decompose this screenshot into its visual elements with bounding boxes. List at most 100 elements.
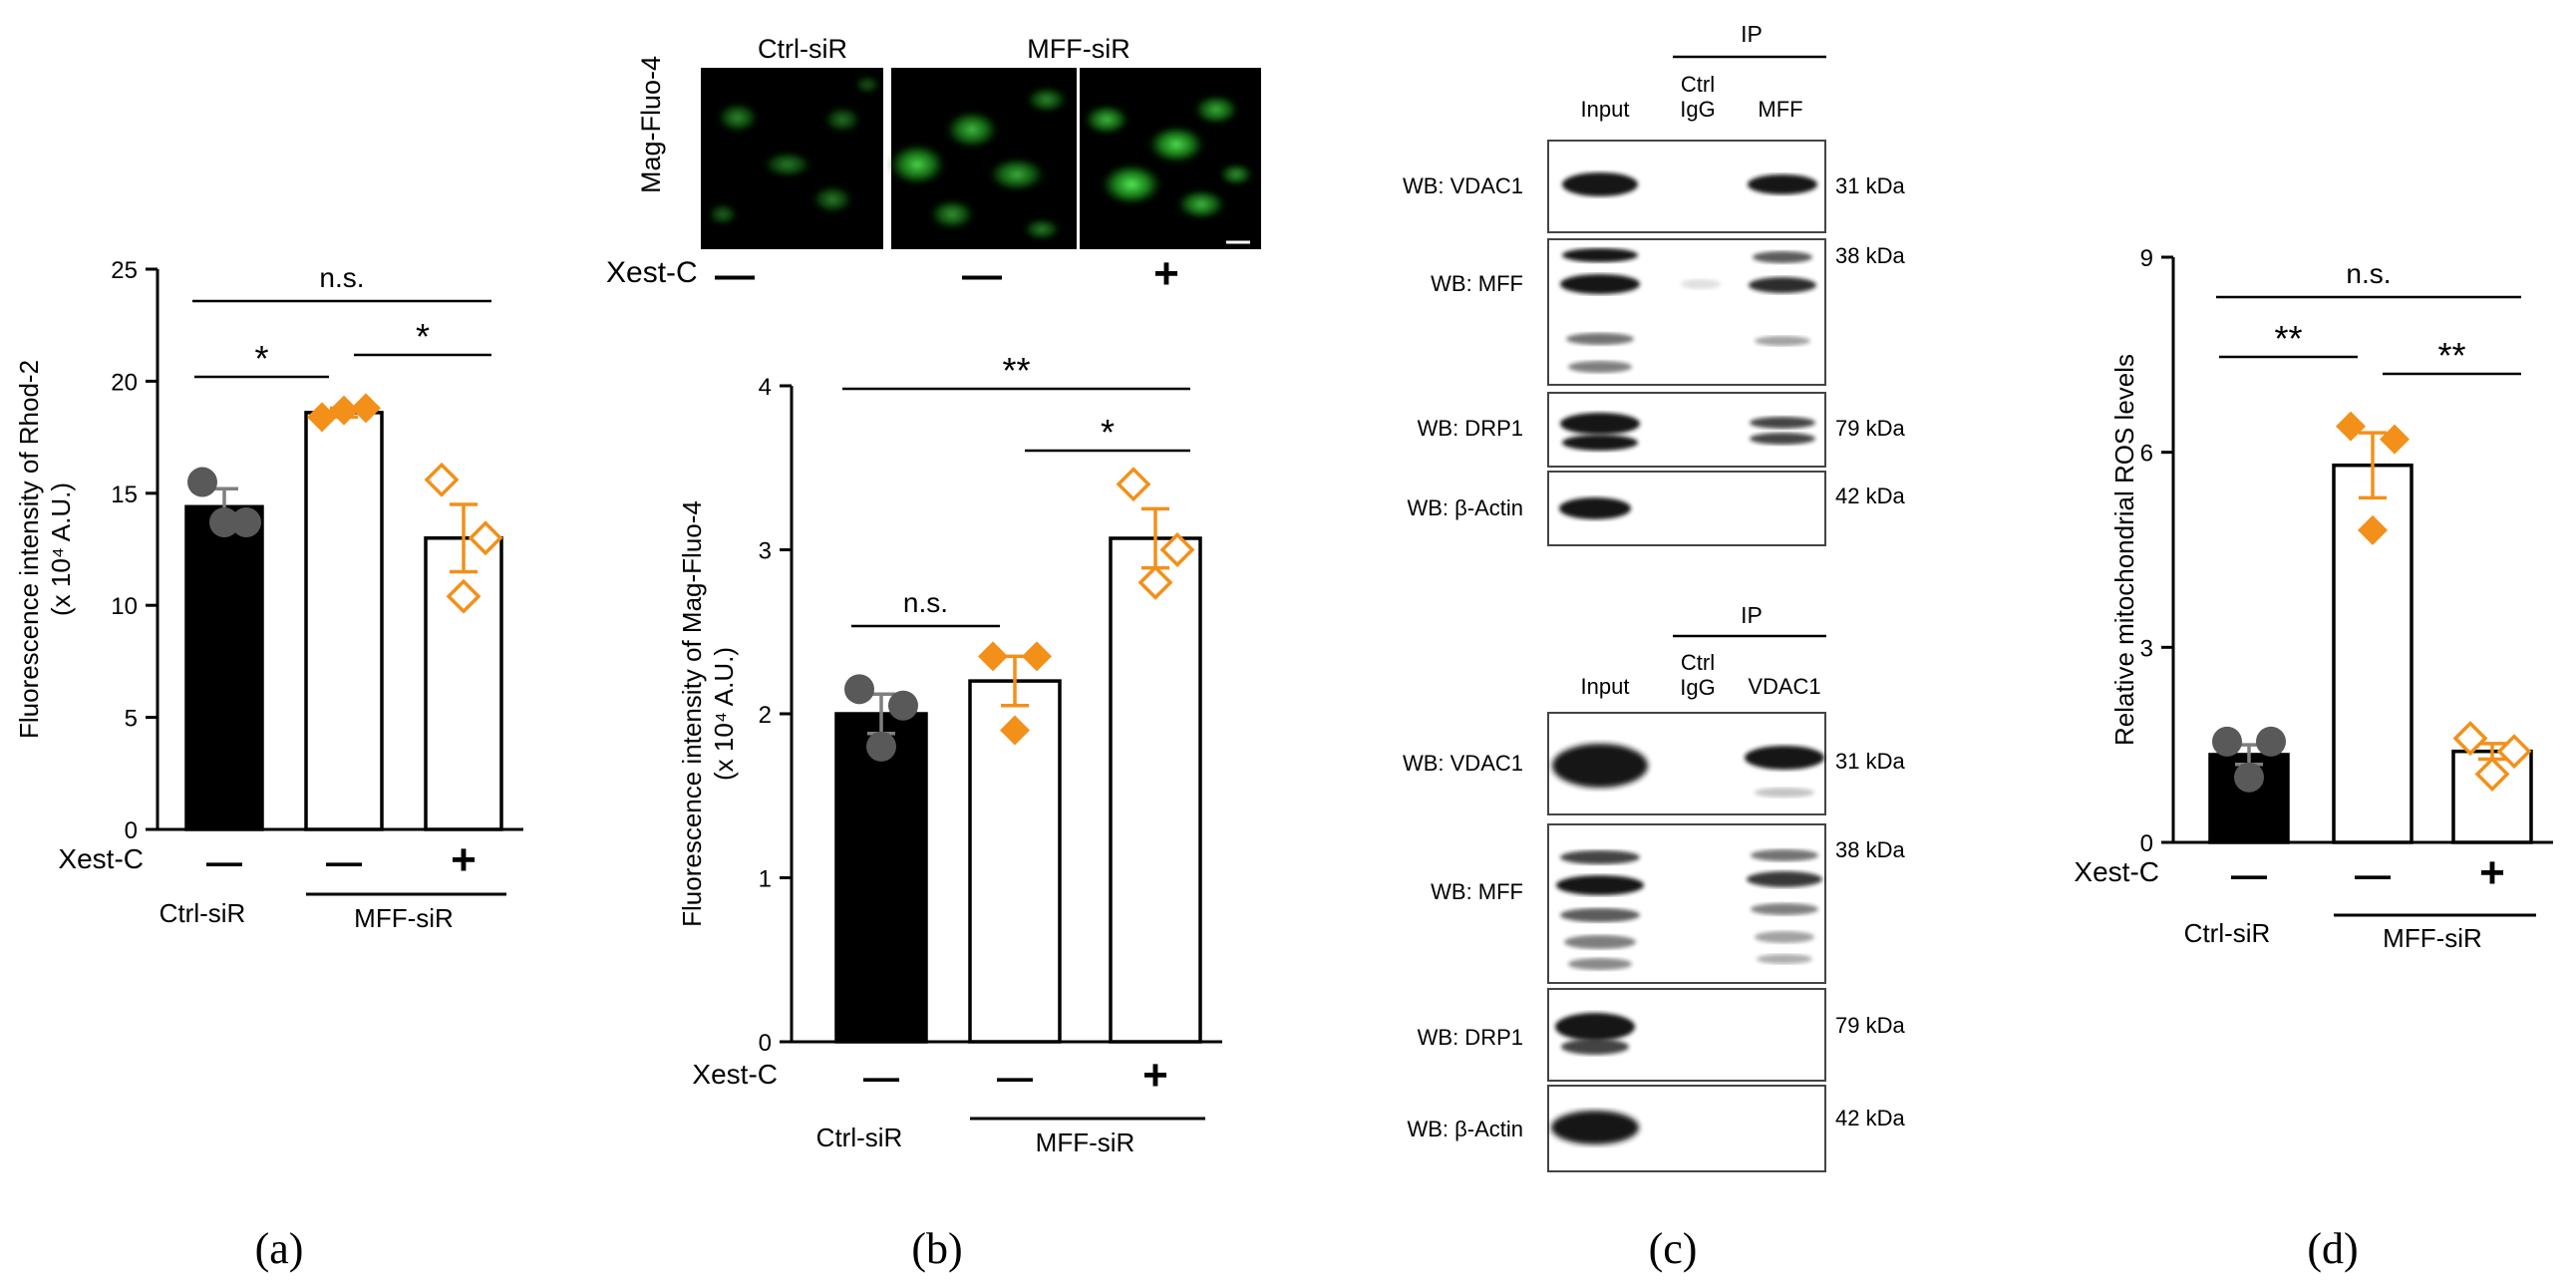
y-tick-label: 10	[111, 593, 138, 620]
data-point	[866, 731, 896, 762]
data-point	[2496, 734, 2532, 770]
blot2-lane-ctrl-igg: Ctrl IgG	[1680, 650, 1715, 700]
svg-text:38 kDa: 38 kDa	[1835, 243, 1905, 268]
data-point	[2212, 726, 2242, 757]
treatment-label: —	[863, 1057, 899, 1098]
data-point	[209, 507, 239, 538]
treatment-label: —	[2231, 854, 2267, 895]
significance-label: *	[1101, 412, 1115, 453]
row-label-xest-c: Xest-C	[692, 1059, 778, 1090]
svg-text:WB: MFF: WB: MFF	[1431, 879, 1523, 904]
data-point	[2380, 424, 2410, 455]
significance-label: n.s.	[2346, 258, 2391, 289]
data-point	[468, 520, 503, 556]
svg-text:WB: VDAC1: WB: VDAC1	[1403, 173, 1523, 198]
svg-text:WB: β-Actin: WB: β-Actin	[1407, 1117, 1523, 1141]
y-tick-label: 20	[111, 369, 138, 396]
bar	[834, 712, 928, 1044]
significance-label: n.s.	[903, 587, 948, 618]
svg-text:38 kDa: 38 kDa	[1835, 837, 1905, 862]
data-point	[1159, 532, 1195, 567]
data-point	[1022, 641, 1052, 672]
data-point	[2474, 757, 2510, 792]
chart-d-ros: 0 3 6 9 Relative mitochondrial ROS levels — — +…	[2074, 245, 2553, 953]
micrograph-ylabel: Mag-Fluo-4	[636, 56, 666, 193]
micrograph-title-ctrl: Ctrl-siR	[758, 34, 847, 64]
blot1-ip-header: IP	[1741, 21, 1763, 47]
data-point	[844, 674, 874, 705]
svg-text:42 kDa: 42 kDa	[1835, 1106, 1905, 1130]
bar	[184, 504, 264, 831]
y-axis-label: Relative mitochondrial ROS levels	[2109, 354, 2139, 746]
bar	[1109, 536, 1202, 1044]
y-tick-label: 1	[759, 866, 772, 893]
group-label-mff: MFF-siR	[2383, 923, 2482, 953]
micrograph-row-label: Xest-C	[606, 256, 698, 289]
y-tick-label: 9	[2140, 245, 2153, 272]
group-label-mff: MFF-siR	[354, 903, 454, 933]
micrograph-mff-plus	[1080, 68, 1261, 249]
y-tick-label: 15	[111, 482, 138, 508]
micrograph-treatment-2: —	[962, 253, 1002, 297]
y-axis-label-units: (x 10⁴ A.U.)	[46, 483, 76, 616]
treatment-label: —	[2355, 854, 2391, 895]
group-label-ctrl: Ctrl-siR	[816, 1123, 903, 1152]
data-point	[1137, 564, 1173, 600]
y-tick-label: 5	[125, 706, 138, 733]
data-point	[2256, 726, 2286, 757]
y-tick-label: 2	[759, 702, 772, 729]
blot2-ip-header: IP	[1741, 602, 1763, 628]
micrograph-title-mff: MFF-siR	[1027, 34, 1129, 64]
micrograph-ctrl	[701, 68, 883, 249]
blot1-lane-ctrl-igg: Ctrl IgG	[1680, 72, 1715, 122]
svg-text:42 kDa: 42 kDa	[1835, 483, 1905, 508]
data-point	[2452, 721, 2488, 757]
data-point	[2358, 514, 2388, 545]
micrograph-mff-minus	[887, 68, 1077, 249]
y-tick-label: 4	[759, 374, 772, 401]
svg-text:79 kDa: 79 kDa	[1835, 1013, 1905, 1038]
svg-text:WB: DRP1: WB: DRP1	[1418, 416, 1523, 441]
data-point	[307, 402, 337, 433]
significance-label: *	[416, 316, 430, 357]
western-blot-ip-vdac1: IP Input Ctrl IgG VDAC1 WB: VDAC1 31 kDa	[1403, 602, 1905, 1172]
data-point	[2336, 411, 2366, 442]
chart-b-magfluo4: 0 1 2 3 4 Fluorescence intensity of Mag-Fluo-…	[677, 350, 1222, 1157]
blot1-row-vdac1: WB: VDAC1 31 kDa	[1403, 140, 1905, 233]
western-blot-ip-mff: IP Input Ctrl IgG MFF WB: VDAC1 31 kDa WB…	[1403, 21, 1905, 546]
row-label-xest-c: Xest-C	[58, 843, 144, 874]
significance-label: *	[254, 338, 268, 379]
bar	[2208, 753, 2290, 844]
blot2-row-drp1: WB: DRP1 79 kDa	[1418, 988, 1905, 1082]
y-tick-label: 0	[2140, 830, 2153, 857]
significance-label: **	[2437, 335, 2465, 376]
group-label-ctrl: Ctrl-siR	[160, 898, 246, 928]
data-point	[888, 690, 918, 721]
blot2-lane-input: Input	[1581, 674, 1630, 699]
micrograph-treatment-1: —	[715, 253, 755, 297]
svg-text:79 kDa: 79 kDa	[1835, 416, 1905, 441]
significance-label: n.s.	[319, 262, 364, 293]
data-point	[231, 507, 261, 538]
svg-text:WB: MFF: WB: MFF	[1431, 271, 1523, 296]
data-point	[446, 578, 482, 614]
blot1-lane-input: Input	[1581, 97, 1630, 122]
svg-text:WB: β-Actin: WB: β-Actin	[1407, 495, 1523, 520]
y-axis-label: Fluorescence intensity of Rhod-2	[14, 360, 44, 739]
group-label-mff: MFF-siR	[1036, 1127, 1135, 1157]
blot1-row-actin: WB: β-Actin 42 kDa	[1407, 471, 1905, 546]
y-axis-label-units: (x 10⁴ A.U.)	[709, 647, 739, 781]
blot2-lane-target: VDAC1	[1748, 674, 1820, 699]
blot1-row-drp1: WB: DRP1 79 kDa	[1418, 392, 1905, 468]
svg-text:31 kDa: 31 kDa	[1835, 173, 1905, 198]
y-tick-label: 0	[759, 1030, 772, 1057]
svg-text:WB: VDAC1: WB: VDAC1	[1403, 751, 1523, 776]
group-label-ctrl: Ctrl-siR	[2184, 918, 2271, 948]
panel-label-c: (c)	[1649, 1224, 1698, 1273]
significance-label: **	[1002, 350, 1030, 391]
significance-label: **	[2274, 318, 2302, 359]
data-point	[1000, 715, 1030, 746]
blot2-row-vdac1: WB: VDAC1 31 kDa	[1403, 712, 1905, 815]
data-point	[351, 393, 381, 424]
micrograph-panel: Ctrl-siR MFF-siR Mag-Fluo-4 Xest-C — — +	[606, 34, 1261, 298]
